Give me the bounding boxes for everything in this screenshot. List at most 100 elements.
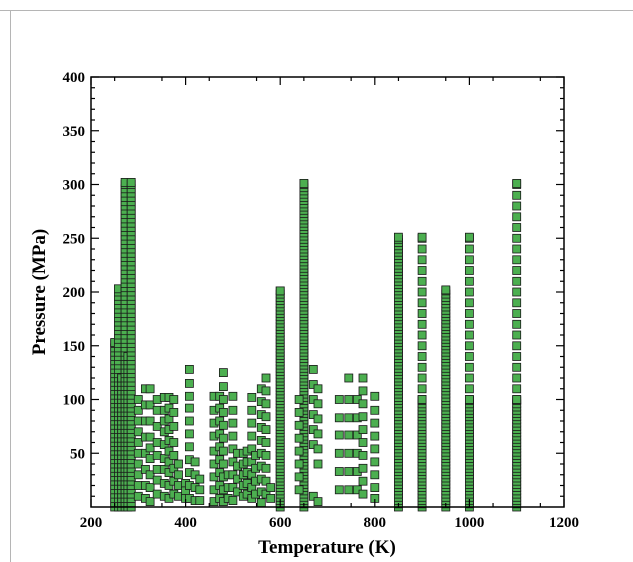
data-point xyxy=(344,485,354,495)
data-point xyxy=(218,368,228,378)
data-point xyxy=(352,430,362,440)
data-point xyxy=(417,287,427,297)
data-point xyxy=(261,386,271,396)
y-tick-label: 300 xyxy=(63,178,86,194)
data-point xyxy=(145,400,155,410)
data-point xyxy=(417,298,427,308)
data-point xyxy=(512,341,522,351)
data-point xyxy=(164,457,174,467)
data-point xyxy=(140,448,150,458)
data-point xyxy=(126,177,136,187)
data-point xyxy=(133,438,143,447)
data-point xyxy=(512,190,522,200)
data-point xyxy=(218,382,228,392)
data-point xyxy=(512,233,522,243)
data-point xyxy=(184,391,194,401)
data-point xyxy=(261,476,271,486)
data-point xyxy=(218,395,228,404)
data-point xyxy=(195,485,205,495)
data-point xyxy=(370,457,380,467)
data-point xyxy=(512,395,522,404)
y-tick-label: 150 xyxy=(63,339,86,355)
data-point xyxy=(169,450,179,460)
data-point xyxy=(218,407,228,417)
x-tick-label: 400 xyxy=(174,515,197,531)
data-point xyxy=(358,476,368,486)
data-markers xyxy=(110,177,522,512)
data-point xyxy=(358,399,368,409)
data-point xyxy=(145,443,155,453)
data-point xyxy=(334,467,344,476)
data-point xyxy=(218,459,228,469)
data-point xyxy=(370,431,380,441)
data-point xyxy=(184,442,194,452)
data-point xyxy=(266,493,276,503)
data-point xyxy=(228,405,238,415)
data-point xyxy=(228,431,238,441)
data-point xyxy=(140,464,150,474)
data-point xyxy=(133,459,143,469)
data-point xyxy=(184,416,194,426)
data-point xyxy=(464,330,474,340)
data-point xyxy=(358,373,368,383)
data-point xyxy=(512,255,522,265)
data-point xyxy=(334,395,344,404)
data-point xyxy=(261,425,271,435)
data-point xyxy=(464,287,474,297)
data-point xyxy=(313,459,323,469)
data-point xyxy=(512,223,522,232)
x-tick-label: 200 xyxy=(80,515,103,531)
y-tick-label: 100 xyxy=(63,393,86,409)
data-point xyxy=(464,276,474,286)
data-point xyxy=(464,341,474,351)
data-point xyxy=(294,407,304,417)
data-point xyxy=(145,384,155,394)
data-point xyxy=(261,399,271,409)
data-point xyxy=(464,373,474,383)
data-point xyxy=(218,420,228,430)
data-point xyxy=(247,431,257,441)
y-tick-label: 400 xyxy=(63,70,86,86)
data-point xyxy=(512,178,522,188)
data-point xyxy=(261,438,271,447)
data-point xyxy=(261,450,271,460)
data-point xyxy=(464,384,474,394)
frame-left-border xyxy=(10,10,11,562)
data-point xyxy=(294,459,304,469)
data-point xyxy=(334,448,344,458)
data-point xyxy=(512,352,522,361)
data-point xyxy=(417,276,427,286)
data-point xyxy=(184,403,194,413)
y-tick-label: 250 xyxy=(63,231,86,247)
data-point xyxy=(464,352,474,361)
data-point xyxy=(313,444,323,454)
data-point xyxy=(512,362,522,372)
x-axis-label: Temperature (K) xyxy=(258,537,396,558)
data-point xyxy=(184,429,194,439)
y-tick-label: 350 xyxy=(63,124,86,140)
data-point xyxy=(313,497,323,507)
data-point xyxy=(417,255,427,265)
x-tick-label: 800 xyxy=(364,515,387,531)
data-point xyxy=(464,298,474,308)
data-point xyxy=(169,438,179,447)
data-point xyxy=(334,430,344,440)
data-point xyxy=(464,266,474,275)
data-point xyxy=(308,364,318,374)
data-point xyxy=(184,378,194,388)
data-point xyxy=(512,373,522,383)
data-point xyxy=(344,413,354,423)
y-tick-label: 50 xyxy=(70,446,85,462)
data-point xyxy=(294,472,304,482)
axis-ticks xyxy=(90,76,565,507)
data-point xyxy=(358,386,368,396)
data-point xyxy=(512,212,522,222)
data-point xyxy=(370,391,380,401)
x-tick-label: 1200 xyxy=(549,515,579,531)
data-point xyxy=(174,459,183,469)
data-point xyxy=(195,496,205,506)
data-point xyxy=(169,395,179,404)
data-point xyxy=(313,384,323,394)
data-point xyxy=(313,399,323,409)
